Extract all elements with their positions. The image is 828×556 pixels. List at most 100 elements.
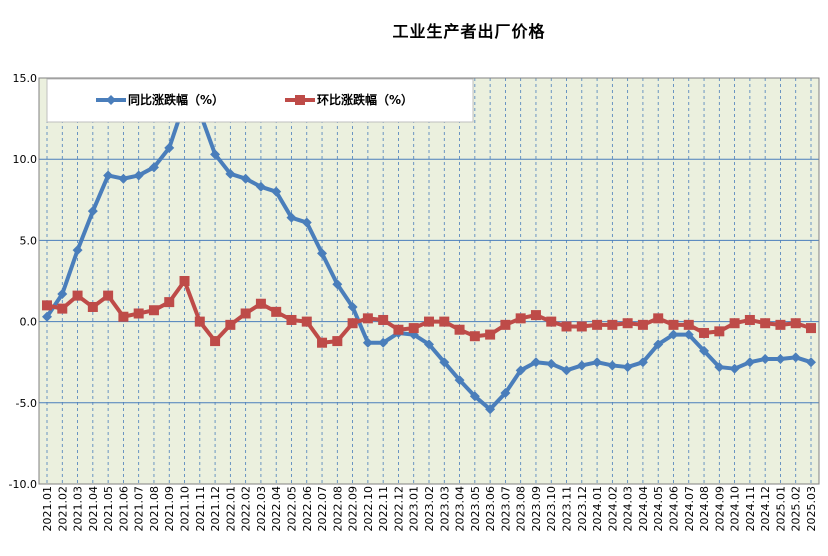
x-tick-label: 2021.03 bbox=[72, 486, 85, 532]
data-point bbox=[714, 326, 725, 337]
data-point bbox=[118, 173, 129, 184]
data-point bbox=[729, 318, 740, 329]
data-point bbox=[240, 308, 251, 319]
y-tick-label: 10.0 bbox=[13, 153, 38, 166]
data-point bbox=[332, 279, 343, 290]
x-tick-label: 2025.02 bbox=[790, 486, 803, 532]
y-tick-label: -10.0 bbox=[9, 478, 37, 491]
data-point bbox=[164, 142, 175, 153]
data-point bbox=[301, 316, 312, 327]
data-point bbox=[87, 206, 98, 217]
data-point bbox=[378, 337, 389, 348]
data-point bbox=[118, 311, 129, 322]
data-point bbox=[225, 168, 236, 179]
x-tick-label: 2022.09 bbox=[347, 486, 360, 532]
data-point bbox=[699, 327, 710, 338]
data-point bbox=[87, 301, 98, 312]
data-point bbox=[317, 337, 328, 348]
data-point bbox=[500, 388, 511, 399]
data-point bbox=[760, 318, 771, 329]
data-point bbox=[301, 217, 312, 228]
data-point bbox=[133, 170, 144, 181]
data-point bbox=[576, 360, 587, 371]
x-tick-label: 2023.02 bbox=[423, 486, 436, 532]
x-tick-label: 2025.03 bbox=[805, 486, 818, 532]
legend-item-2: 环比涨跌幅（%） bbox=[285, 92, 413, 107]
data-point bbox=[103, 290, 114, 301]
x-tick-label: 2022.06 bbox=[301, 486, 314, 532]
x-tick-label: 2021.09 bbox=[163, 486, 176, 532]
data-point bbox=[225, 319, 236, 330]
data-point bbox=[515, 365, 526, 376]
data-point bbox=[561, 321, 572, 332]
legend-marker bbox=[295, 95, 305, 105]
data-point bbox=[469, 331, 480, 342]
plot-border bbox=[38, 77, 820, 485]
data-point bbox=[103, 170, 114, 181]
data-point bbox=[546, 316, 557, 327]
x-tick-label: 2022.05 bbox=[285, 486, 298, 532]
data-point bbox=[408, 323, 419, 334]
x-tick-label: 2022.01 bbox=[224, 486, 237, 532]
data-point bbox=[240, 173, 251, 184]
data-point bbox=[607, 319, 618, 330]
data-point bbox=[576, 321, 587, 332]
x-tick-label: 2022.11 bbox=[377, 486, 390, 532]
series-2 bbox=[42, 276, 816, 348]
x-tick-label: 2021.01 bbox=[41, 486, 54, 532]
data-point bbox=[622, 318, 633, 329]
legend-item-1: 同比涨跌幅（%） bbox=[96, 92, 224, 107]
data-point bbox=[668, 319, 679, 330]
x-tick-label: 2021.05 bbox=[102, 486, 115, 532]
data-point bbox=[164, 297, 175, 308]
data-point bbox=[57, 303, 68, 314]
data-point bbox=[806, 323, 816, 334]
x-tick-label: 2023.12 bbox=[576, 486, 589, 532]
x-tick-label: 2021.04 bbox=[87, 486, 100, 532]
data-point bbox=[546, 358, 557, 369]
x-tick-label: 2021.07 bbox=[133, 486, 146, 532]
data-point bbox=[485, 404, 496, 415]
data-point bbox=[194, 316, 205, 327]
data-point bbox=[133, 308, 144, 319]
x-tick-label: 2021.08 bbox=[148, 486, 161, 532]
data-point bbox=[332, 336, 343, 347]
data-point bbox=[286, 314, 297, 325]
x-tick-label: 2023.11 bbox=[561, 486, 574, 532]
data-point bbox=[515, 313, 526, 324]
data-point bbox=[714, 362, 725, 373]
data-point bbox=[179, 276, 190, 286]
data-point bbox=[362, 337, 373, 348]
data-point bbox=[653, 313, 664, 324]
x-tick-label: 2025.01 bbox=[774, 486, 787, 532]
data-point bbox=[347, 301, 358, 312]
x-tick-label: 2024.11 bbox=[744, 486, 757, 532]
x-tick-label: 2023.06 bbox=[484, 486, 497, 532]
y-tick-label: 0.0 bbox=[20, 316, 38, 329]
data-point bbox=[790, 352, 801, 363]
x-tick-label: 2023.09 bbox=[530, 486, 543, 532]
data-point bbox=[775, 319, 786, 330]
legend-marker bbox=[106, 95, 116, 105]
x-tick-label: 2022.12 bbox=[392, 486, 405, 532]
y-tick-label: 15.0 bbox=[13, 72, 38, 85]
x-tick-label: 2023.04 bbox=[454, 486, 467, 532]
data-point bbox=[592, 357, 603, 368]
legend-label: 环比涨跌幅（%） bbox=[317, 92, 413, 107]
series-1 bbox=[42, 97, 816, 415]
x-axis-ticks: 2021.01 2021.02 2021.03 2021.04 2021.05 2021.… bbox=[41, 486, 818, 532]
data-point bbox=[806, 357, 816, 368]
data-point bbox=[439, 357, 450, 368]
data-point bbox=[790, 318, 801, 329]
data-point bbox=[57, 288, 68, 299]
x-tick-label: 2024.09 bbox=[713, 486, 726, 532]
data-point bbox=[485, 329, 496, 340]
x-tick-label: 2024.06 bbox=[667, 486, 680, 532]
data-point bbox=[699, 345, 710, 356]
x-tick-label: 2021.11 bbox=[194, 486, 207, 532]
data-point bbox=[424, 339, 434, 350]
data-point bbox=[72, 290, 83, 301]
y-tick-label: -5.0 bbox=[16, 397, 37, 410]
data-point bbox=[653, 339, 664, 350]
